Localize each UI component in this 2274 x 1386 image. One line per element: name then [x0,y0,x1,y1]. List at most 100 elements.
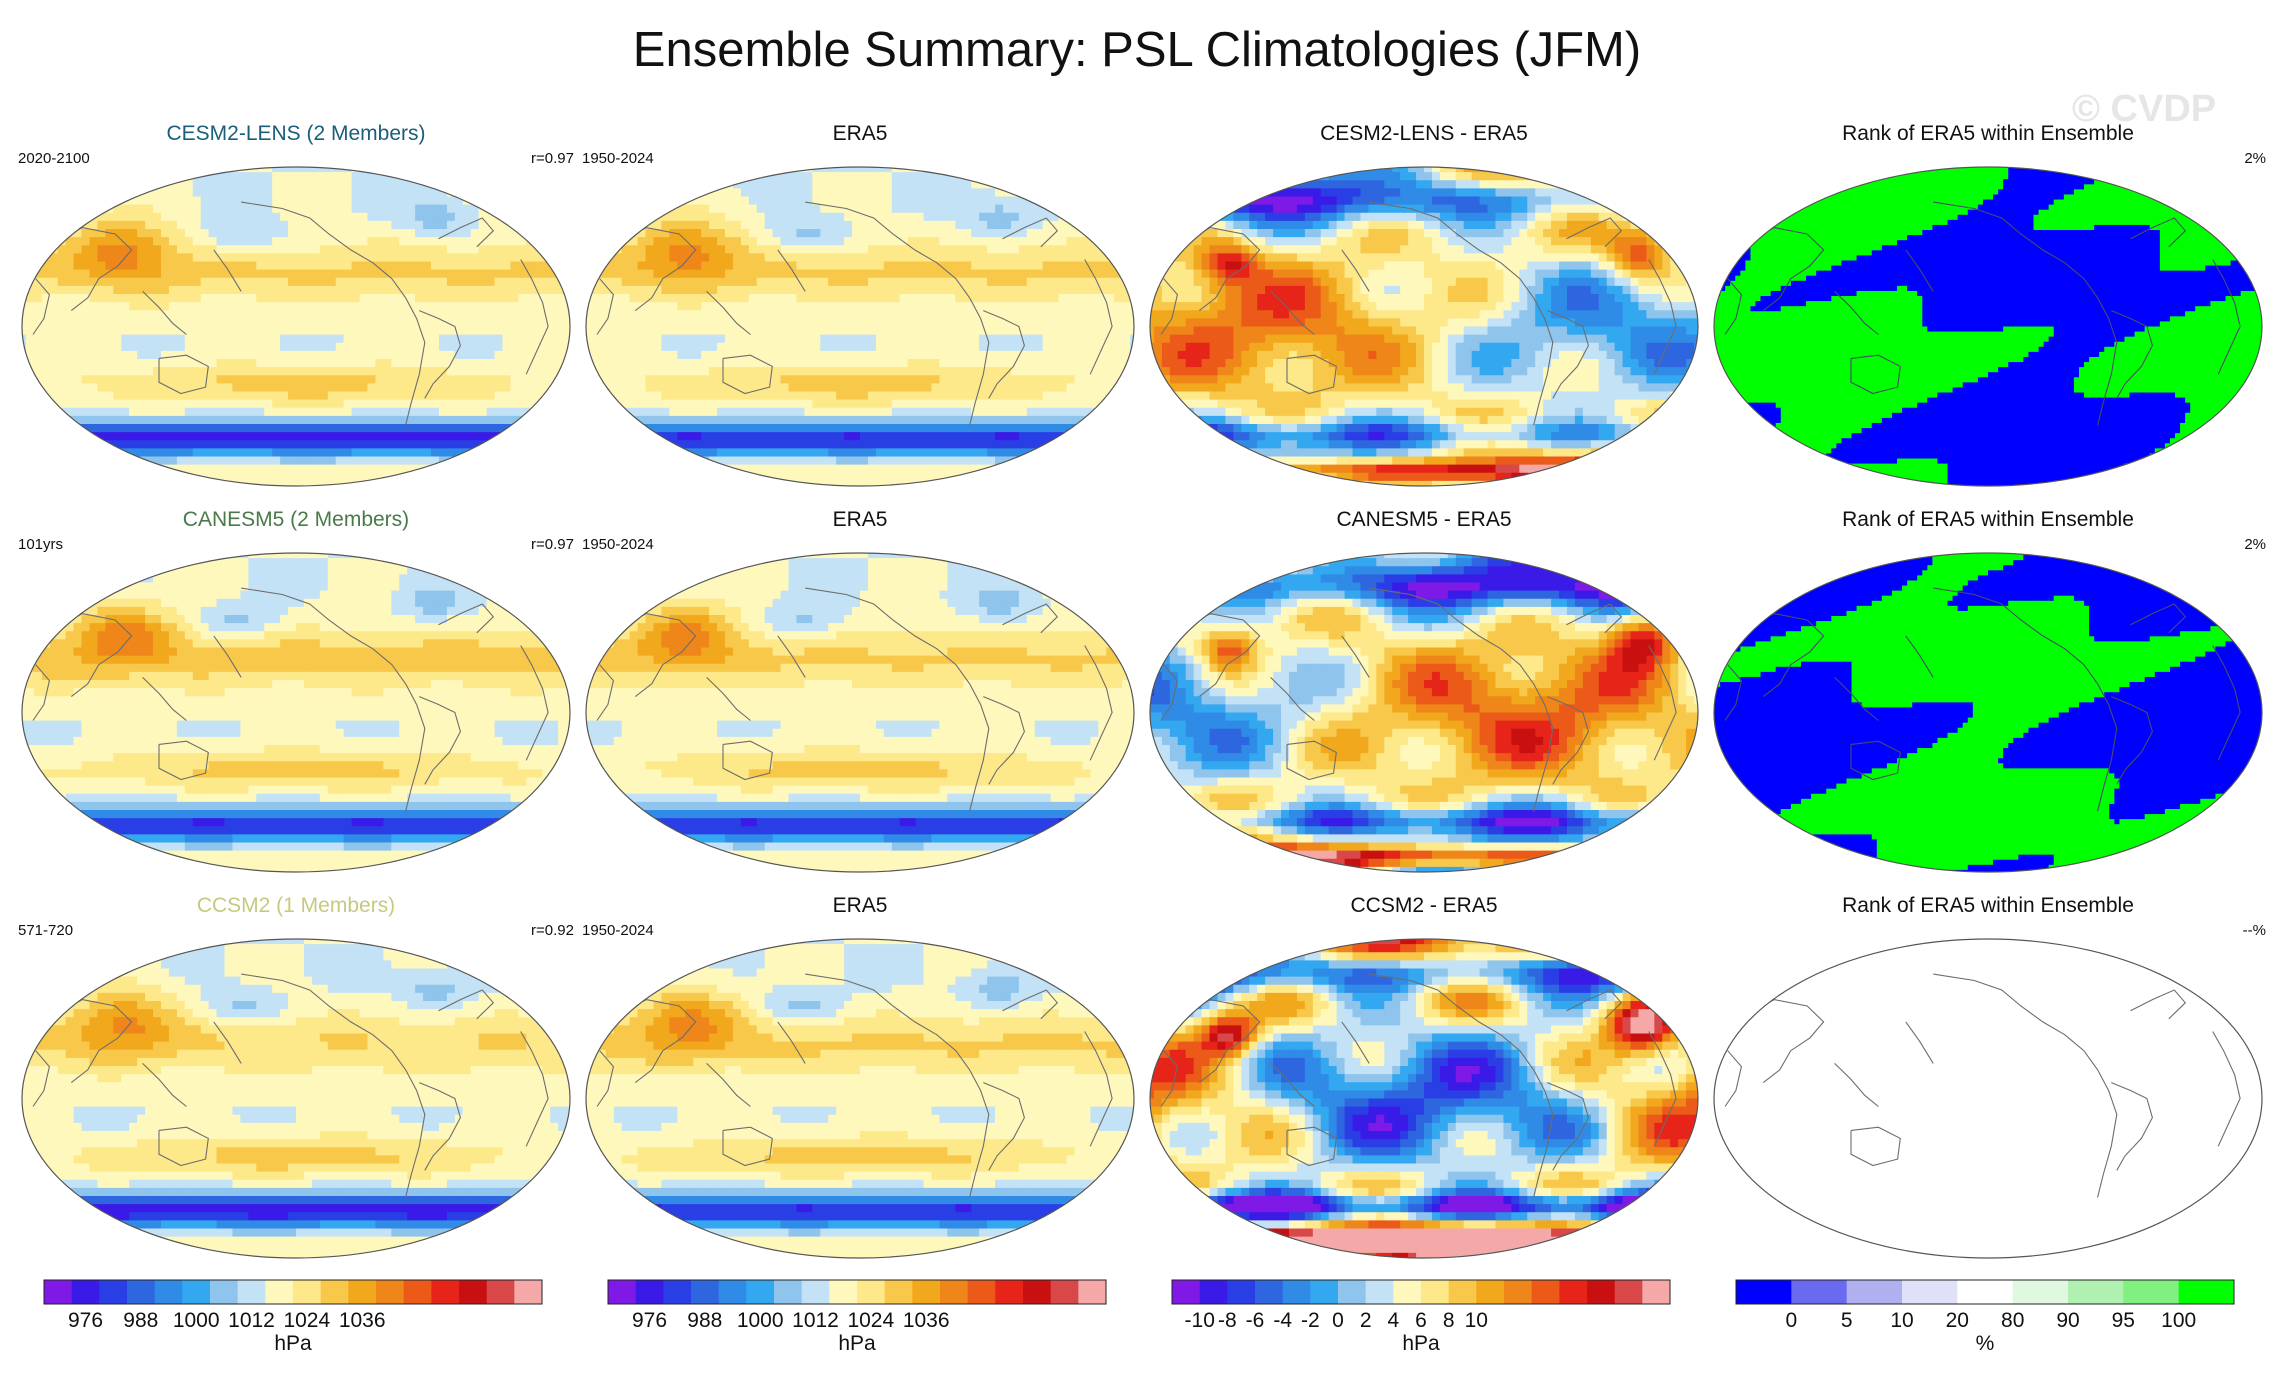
colorbar-tick-label: 0 [1332,1309,1344,1332]
coastline [60,999,133,1084]
colorbar-unit-label: hPa [274,1332,312,1355]
coastline [1905,635,1934,678]
colorbar-swatch [718,1280,747,1304]
colorbar: 0 5 10 20 80 90 95 100% [1735,1279,2235,1360]
colorbar-tick-label: 1024 [283,1309,330,1332]
psl-map [21,166,571,487]
coastline [158,354,209,395]
colorbar-swatch [829,1280,858,1304]
map-panel: CCSM2 (1 Members) 571-720 r=0.92 [18,894,574,1262]
coastline [805,973,971,1071]
colorbar-tick-label: 5 [1841,1309,1853,1332]
coastline [405,1069,426,1198]
coastline [1752,227,1825,312]
colorbar-swatch [376,1280,405,1304]
coastline [1002,217,1059,248]
coastline [706,1063,751,1107]
colorbar-swatch [663,1280,692,1304]
panel-title: ERA5 [582,508,1138,532]
colorbar-swatch [1199,1280,1228,1304]
psl-map [585,552,1135,873]
coastline [241,201,407,299]
coastline [2097,1069,2118,1198]
colorbar-tick-label: 988 [123,1309,158,1332]
coastline [969,1069,990,1198]
coastline [624,227,697,312]
colorbar-tick-label: -4 [1273,1309,1292,1332]
colorbar-swatch [1255,1280,1284,1304]
coastline [1752,999,1825,1084]
coastline [520,259,549,375]
colorbar-swatch [1393,1280,1422,1304]
colorbar-frame [43,1279,543,1305]
colorbar-swatch [210,1280,239,1304]
coastline [32,278,50,335]
colorbar-swatch [857,1280,886,1304]
colorbar-tick-label: -6 [1246,1309,1265,1332]
colorbar-frame [1171,1279,1671,1305]
coastline [2097,683,2118,812]
map-border [585,552,1135,873]
panel-stat-label: r=0.92 [531,922,574,939]
coastline [1648,259,1677,375]
coastline [1566,989,1623,1020]
coastline [1369,587,1535,685]
coastline [1188,227,1261,312]
coastline [1341,635,1370,678]
colorbar-swatch [1448,1280,1477,1304]
coastline [1160,278,1178,335]
colorbar-tick-label: 4 [1387,1309,1399,1332]
coastline [1834,1063,1879,1107]
difference-map [1149,166,1699,487]
colorbar-svg: 0 5 10 20 80 90 95 100% [1735,1279,2235,1355]
colorbar-tick-label: 10 [1465,1309,1488,1332]
coastline [1160,664,1178,721]
coastline [722,1126,773,1167]
colorbar-swatch [1614,1280,1643,1304]
colorbar-tick-label: -2 [1301,1309,1320,1332]
coastline [1547,1082,1589,1171]
colorbar-swatch [995,1280,1024,1304]
coastline [1834,677,1879,721]
colorbar-swatch [2012,1280,2069,1304]
panel-title: CANESM5 - ERA5 [1146,508,1702,532]
coastline [1286,354,1337,395]
coastline [1341,1021,1370,1064]
coastline [1724,1050,1742,1107]
coastline [2111,1082,2153,1171]
colorbar-tick-label: 100 [2161,1309,2196,1332]
coastline [1188,999,1261,1084]
coastline [1270,677,1315,721]
colorbar-swatch [459,1280,488,1304]
colorbar-swatch [1846,1280,1903,1304]
coastline [438,989,495,1020]
coastline [405,683,426,812]
colorbar-unit-label: hPa [1402,1332,1440,1355]
coastline [2111,696,2153,785]
panel-stat-label: 2% [2244,536,2266,553]
colorbar-swatch [265,1280,294,1304]
coastline [624,999,697,1084]
colorbar-tick-label: 6 [1415,1309,1427,1332]
coastline [2130,217,2187,248]
coastline [1002,603,1059,634]
colorbar-swatch [691,1280,720,1304]
panel-title: Rank of ERA5 within Ensemble [1710,508,2266,532]
panel-period-label: 2020-2100 [18,150,90,167]
colorbar-swatch [1227,1280,1256,1304]
map-panel: CANESM5 (2 Members) 101yrs r=0.97 [18,508,574,876]
coastline [969,297,990,426]
coastline [213,1021,242,1064]
coastline [777,635,806,678]
coastline [2130,989,2187,1020]
coastline [1905,1021,1934,1064]
colorbar-swatch [884,1280,913,1304]
coastline [596,664,614,721]
map-panel: ERA5 1950-2024 [582,894,1138,1262]
colorbar-svg: 976 988 1000 1012 1024 1036 hPa [607,1279,1107,1355]
colorbar-swatch [2123,1280,2180,1304]
colorbar-svg: 976 988 1000 1012 1024 1036 hPa [43,1279,543,1355]
colorbar-frame [607,1279,1107,1305]
coastline [969,683,990,812]
map-panel: Rank of ERA5 within Ensemble --% [1710,894,2266,1262]
